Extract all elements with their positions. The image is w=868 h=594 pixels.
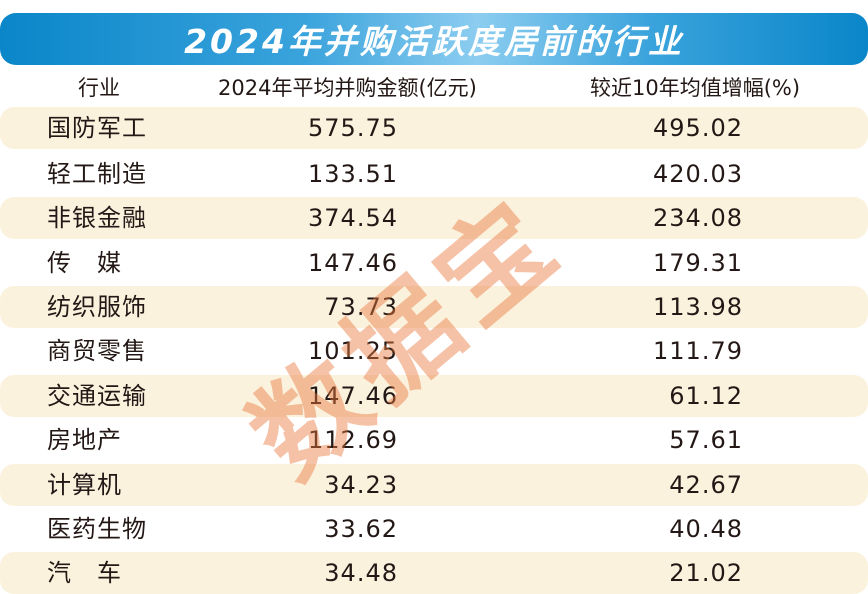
growth-cell: 111.79	[653, 337, 743, 365]
industry-cell: 纺织服饰	[47, 293, 147, 321]
table-row: 非银金融 374.54 234.08	[0, 197, 868, 239]
growth-cell: 495.02	[653, 114, 743, 142]
avg-amount-cell: 374.54	[308, 204, 398, 232]
industry-cell: 传 媒	[47, 249, 122, 277]
industry-cell: 轻工制造	[47, 160, 147, 188]
industry-cell: 汽 车	[47, 559, 122, 587]
industry-cell: 交通运输	[47, 382, 147, 410]
table-row: 汽 车 34.48 21.02	[0, 552, 868, 594]
avg-amount-cell: 101.25	[308, 337, 398, 365]
avg-amount-cell: 575.75	[308, 114, 398, 142]
growth-cell: 40.48	[669, 515, 743, 543]
table-row: 房地产 112.69 57.61	[0, 419, 868, 461]
avg-amount-cell: 112.69	[308, 426, 398, 454]
industry-cell: 非银金融	[47, 204, 147, 232]
growth-cell: 234.08	[653, 204, 743, 232]
avg-amount-cell: 34.23	[324, 471, 398, 499]
table-row: 医药生物 33.62 40.48	[0, 508, 868, 550]
table-row: 交通运输 147.46 61.12	[0, 375, 868, 417]
growth-cell: 113.98	[653, 293, 743, 321]
avg-amount-cell: 73.73	[324, 293, 398, 321]
growth-cell: 57.61	[669, 426, 743, 454]
industry-cell: 医药生物	[47, 515, 147, 543]
growth-cell: 61.12	[669, 382, 743, 410]
growth-cell: 179.31	[653, 249, 743, 277]
table-row: 纺织服饰 73.73 113.98	[0, 286, 868, 328]
growth-cell: 21.02	[669, 559, 743, 587]
table-row: 轻工制造 133.51 420.03	[0, 153, 868, 195]
table-row: 传 媒 147.46 179.31	[0, 242, 868, 284]
industry-cell: 房地产	[47, 426, 122, 454]
header-avg-amount: 2024年平均并购金额(亿元)	[218, 76, 477, 100]
header-growth: 较近10年均值增幅(%)	[590, 76, 801, 100]
avg-amount-cell: 34.48	[324, 559, 398, 587]
table-title: 2024年并购活跃度居前的行业	[184, 22, 684, 61]
growth-cell: 420.03	[653, 160, 743, 188]
table-row: 商贸零售 101.25 111.79	[0, 330, 868, 372]
avg-amount-cell: 147.46	[308, 382, 398, 410]
table-row: 国防军工 575.75 495.02	[0, 107, 868, 149]
industry-cell: 国防军工	[47, 114, 147, 142]
avg-amount-cell: 133.51	[308, 160, 398, 188]
avg-amount-cell: 33.62	[324, 515, 398, 543]
industry-cell: 计算机	[47, 471, 122, 499]
growth-cell: 42.67	[669, 471, 743, 499]
avg-amount-cell: 147.46	[308, 249, 398, 277]
table-row: 计算机 34.23 42.67	[0, 464, 868, 506]
header-industry: 行业	[78, 76, 120, 100]
title-bar: 2024年并购活跃度居前的行业	[0, 13, 868, 65]
industry-cell: 商贸零售	[47, 337, 147, 365]
